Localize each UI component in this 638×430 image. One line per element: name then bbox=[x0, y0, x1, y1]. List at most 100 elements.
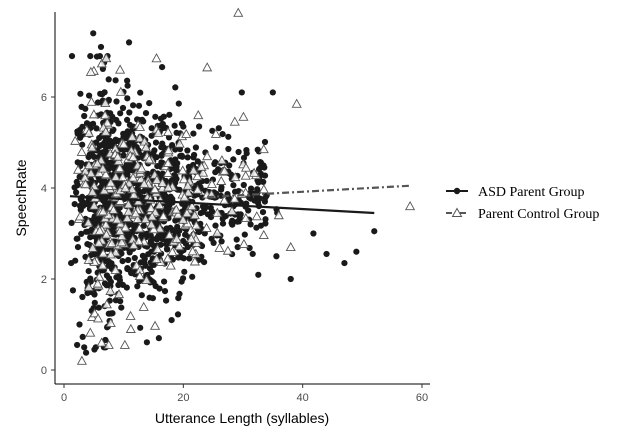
asd-point bbox=[125, 39, 133, 46]
asd-point bbox=[105, 76, 112, 83]
asd-point bbox=[93, 53, 101, 60]
control-point bbox=[110, 171, 121, 181]
asd-point bbox=[237, 199, 245, 206]
control-point bbox=[201, 222, 212, 232]
control-point bbox=[258, 143, 269, 154]
control-point bbox=[285, 241, 296, 252]
control-point bbox=[120, 222, 131, 232]
control-point bbox=[97, 260, 108, 270]
plot-area bbox=[68, 7, 416, 365]
asd-point bbox=[119, 281, 126, 288]
asd-point bbox=[124, 77, 131, 84]
asd-point bbox=[249, 250, 256, 257]
asd-point bbox=[134, 283, 141, 290]
control-point bbox=[105, 285, 116, 295]
asd-point bbox=[82, 349, 90, 356]
control-point bbox=[178, 174, 189, 184]
control-point bbox=[240, 162, 252, 172]
x-axis-title: Utterance Length (syllables) bbox=[155, 410, 329, 426]
control-point bbox=[116, 237, 127, 247]
control-point bbox=[110, 264, 121, 274]
asd-point bbox=[212, 144, 219, 151]
control-point bbox=[202, 62, 213, 72]
asd-point bbox=[131, 254, 138, 262]
control-point bbox=[100, 126, 111, 136]
control-point bbox=[229, 116, 240, 126]
y-tick-label: 2 bbox=[41, 274, 47, 286]
control-point bbox=[229, 193, 240, 203]
asd-point bbox=[215, 125, 222, 132]
legend-item-asd: ASD Parent Group bbox=[446, 185, 585, 200]
control-point bbox=[92, 278, 103, 288]
asd-point bbox=[212, 169, 219, 176]
control-point bbox=[132, 213, 143, 223]
control-point bbox=[189, 256, 200, 266]
asd-point bbox=[106, 275, 113, 282]
asd-point bbox=[146, 100, 153, 107]
asd-point bbox=[182, 231, 189, 238]
trend-lines bbox=[69, 184, 411, 215]
asd-point bbox=[132, 221, 139, 228]
control-point bbox=[101, 299, 112, 309]
control-trend-line bbox=[207, 184, 411, 199]
asd-point bbox=[137, 89, 144, 96]
asd-point bbox=[81, 344, 88, 351]
control-point bbox=[164, 229, 175, 239]
asd-point bbox=[158, 144, 165, 151]
asd-point bbox=[130, 102, 137, 109]
control-point bbox=[134, 223, 145, 233]
asd-point bbox=[178, 278, 185, 285]
asd-point bbox=[157, 115, 165, 122]
asd-point bbox=[323, 250, 330, 258]
asd-point bbox=[96, 142, 103, 150]
control-point bbox=[240, 170, 251, 180]
asd-point bbox=[148, 132, 155, 139]
control-point bbox=[94, 271, 105, 281]
asd-point bbox=[128, 270, 135, 277]
asd-point bbox=[97, 90, 104, 97]
control-point bbox=[181, 128, 192, 138]
control-point bbox=[171, 233, 182, 243]
asd-point bbox=[91, 213, 98, 220]
x-tick-label: 60 bbox=[416, 392, 428, 404]
control-point bbox=[125, 323, 136, 333]
asd-point bbox=[353, 248, 360, 255]
control-point bbox=[76, 355, 87, 365]
asd-point bbox=[78, 196, 85, 203]
asd-point bbox=[262, 194, 269, 201]
control-point bbox=[105, 177, 116, 187]
asd-point bbox=[153, 154, 160, 161]
asd-point bbox=[226, 162, 233, 169]
asd-point bbox=[235, 218, 242, 225]
asd-point bbox=[109, 310, 116, 317]
asd-point bbox=[126, 109, 133, 116]
control-point bbox=[100, 169, 111, 179]
control-point bbox=[206, 178, 218, 188]
control-point bbox=[96, 337, 107, 347]
control-point bbox=[101, 53, 112, 63]
control-point bbox=[133, 236, 144, 246]
asd-point bbox=[178, 120, 186, 127]
control-point bbox=[238, 238, 249, 249]
control-point bbox=[87, 242, 98, 252]
control-point bbox=[158, 210, 169, 221]
control-point bbox=[96, 58, 107, 68]
asd-point bbox=[73, 189, 80, 196]
asd-point bbox=[74, 235, 81, 242]
asd-point bbox=[168, 317, 175, 324]
asd-trend-line bbox=[69, 195, 375, 215]
control-point bbox=[230, 172, 241, 182]
asd-point bbox=[261, 138, 269, 146]
asd-point bbox=[218, 184, 225, 191]
control-point bbox=[188, 165, 199, 175]
asd-point bbox=[219, 220, 227, 227]
control-point bbox=[114, 225, 126, 236]
control-point bbox=[74, 211, 86, 221]
asd-point bbox=[120, 152, 127, 159]
control-point bbox=[106, 238, 117, 248]
asd-point bbox=[184, 147, 191, 154]
control-point bbox=[134, 270, 145, 280]
asd-point bbox=[119, 258, 126, 265]
control-point bbox=[146, 219, 157, 229]
